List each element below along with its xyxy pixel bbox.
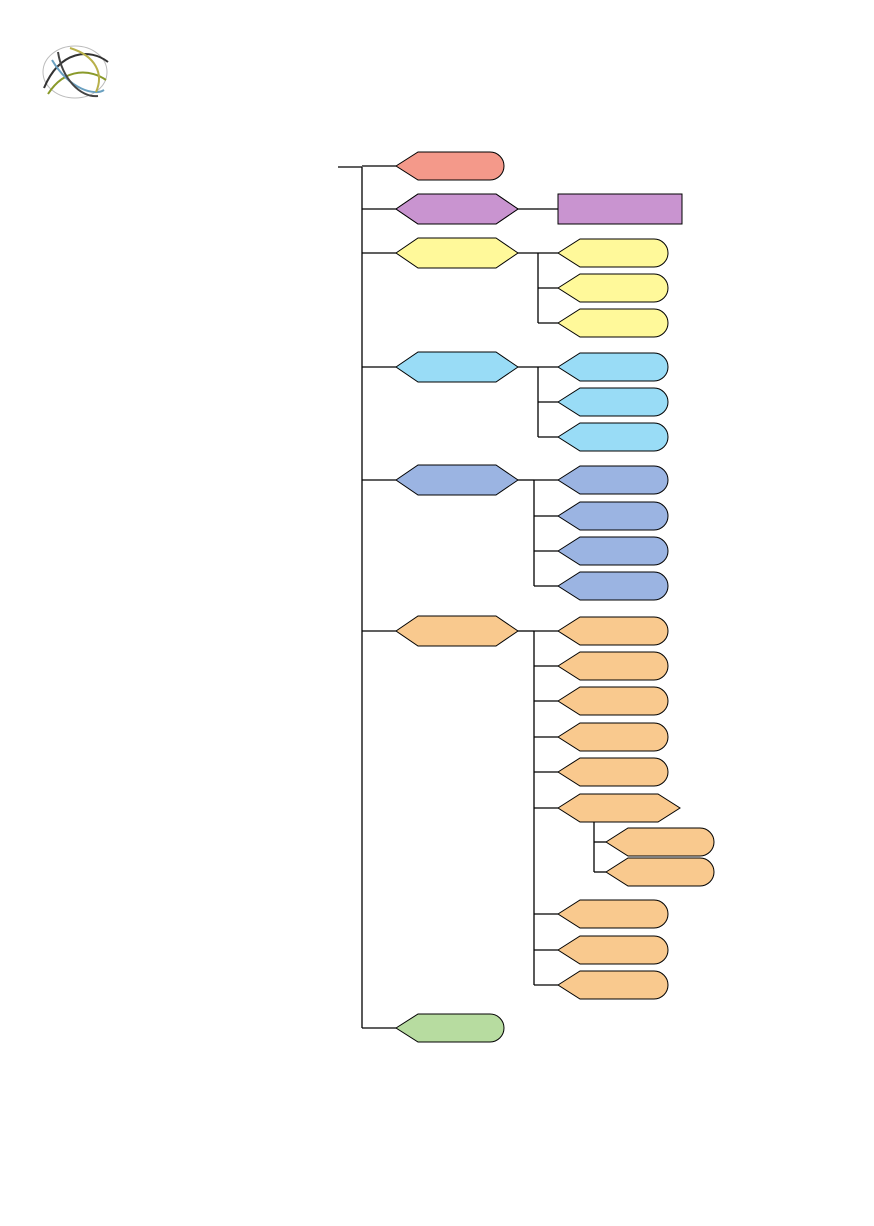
display-node — [557, 970, 669, 1000]
logo-stroke — [69, 47, 100, 93]
display-node — [557, 536, 669, 566]
display-node — [557, 899, 669, 929]
display-node — [557, 273, 669, 303]
hexagon-node — [395, 615, 519, 647]
display-node — [557, 501, 669, 531]
rect-node — [557, 193, 683, 225]
display-node — [557, 571, 669, 601]
display-node — [557, 722, 669, 752]
display-node — [557, 352, 669, 382]
logo-stroke — [51, 59, 105, 94]
display-node — [395, 1013, 505, 1043]
logo — [42, 45, 109, 99]
display-node — [557, 686, 669, 716]
display-node — [557, 308, 669, 338]
logo-stroke — [57, 51, 99, 98]
logo-stroke — [47, 71, 107, 95]
hexagon-node — [395, 351, 519, 383]
display-node — [395, 151, 505, 181]
logo-ring — [42, 45, 108, 99]
display-node — [557, 616, 669, 646]
display-node — [557, 935, 669, 965]
hexagon-node — [395, 237, 519, 269]
display-node — [557, 757, 669, 787]
hexagon-node — [395, 464, 519, 496]
display-node — [557, 422, 669, 452]
display-node — [605, 857, 715, 887]
hexagon-node — [395, 193, 519, 225]
display-node — [557, 465, 669, 495]
display-node — [557, 238, 669, 268]
display-node — [605, 827, 715, 857]
hexagon-node — [557, 793, 681, 823]
display-node — [557, 387, 669, 417]
logo-stroke — [43, 53, 109, 89]
display-node — [557, 651, 669, 681]
